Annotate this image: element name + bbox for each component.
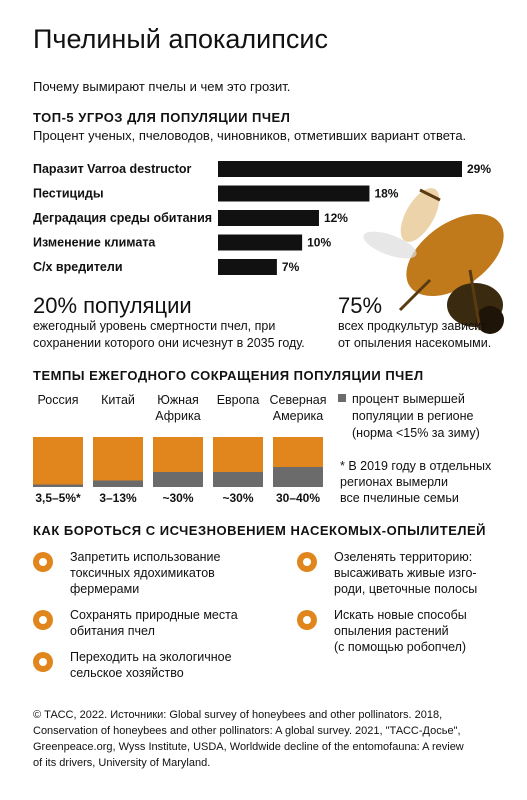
region-label: Северная — [269, 393, 326, 407]
legend-text: популяции в регионе — [352, 409, 474, 423]
square-base — [93, 437, 143, 487]
bar — [218, 234, 303, 251]
loss-segment — [213, 472, 263, 487]
section-subtitle: Процент ученых, пчеловодов, чиновников, … — [33, 128, 466, 143]
footer-text: Conservation of honeybees and other poll… — [33, 725, 461, 737]
action-text: Переходить на экологичное — [70, 650, 232, 664]
action-text: опыления растений — [334, 624, 449, 638]
footer-text: of its drivers, University of Maryland. — [33, 757, 210, 769]
stat-text: от опыления насекомыми. — [338, 336, 491, 350]
region-label: Америка — [273, 409, 324, 423]
note: все пчелиные семьи — [340, 491, 459, 505]
bar — [218, 185, 370, 202]
action-text: обитания пчел — [70, 624, 155, 638]
subtitle: Почему вымирают пчелы и чем это грозит. — [33, 79, 290, 94]
action-icon-inner — [39, 616, 47, 624]
bar-label: Пестициды — [33, 187, 104, 201]
value-label: 29% — [467, 162, 491, 176]
section-title: ТЕМПЫ ЕЖЕГОДНОГО СОКРАЩЕНИЯ ПОПУЛЯЦИИ ПЧ… — [33, 368, 424, 383]
action-icon-inner — [303, 616, 311, 624]
bar-label: Деградация среды обитания — [33, 211, 212, 225]
bar — [218, 161, 462, 177]
action-text: фермерами — [70, 582, 139, 596]
action-text: роди, цветочные полосы — [334, 582, 477, 596]
legend-text: (норма <15% за зиму) — [352, 426, 480, 440]
loss-segment — [93, 480, 143, 487]
stat-big: 20% популяции — [33, 293, 192, 318]
action-text: Искать новые способы — [334, 608, 467, 622]
action-icon-inner — [39, 558, 47, 566]
section-title: КАК БОРОТЬСЯ С ИСЧЕЗНОВЕНИЕМ НАСЕКОМЫХ-О… — [33, 523, 486, 538]
stat-big: 75% — [338, 293, 382, 318]
action-text: высаживать живые изго- — [334, 566, 477, 580]
footer-text: Greenpeace.org, Wyss Institute, USDA, Wo… — [33, 741, 464, 753]
stat-text: ежегодный уровень смертности пчел, при — [33, 319, 275, 333]
section-title: ТОП-5 УГРОЗ ДЛЯ ПОПУЛЯЦИИ ПЧЕЛ — [33, 110, 290, 125]
value-label: 10% — [307, 236, 331, 250]
value-label: 12% — [324, 211, 348, 225]
value-label: 30–40% — [276, 491, 320, 505]
action-icon-inner — [39, 658, 47, 666]
legend-text: процент вымершей — [352, 392, 465, 406]
value-label: ~30% — [222, 491, 253, 505]
bar — [218, 210, 319, 226]
region-label: Африка — [155, 409, 200, 423]
bar — [218, 259, 277, 275]
action-text: (с помощью робопчел) — [334, 640, 466, 654]
bar-label: С/х вредители — [33, 260, 123, 274]
action-text: Сохранять природные места — [70, 608, 238, 622]
value-label: ~30% — [162, 491, 193, 505]
footer-text: © ТАСС, 2022. Источники: Global survey o… — [33, 709, 442, 721]
title: Пчелиный апокалипсис — [33, 24, 328, 54]
action-text: Запретить использование — [70, 550, 221, 564]
loss-segment — [153, 472, 203, 487]
value-label: 3,5–5%* — [35, 491, 81, 505]
loss-segment — [33, 484, 83, 487]
bar-label: Паразит Varroa destructor — [33, 162, 192, 176]
stat-text: сохранении которого они исчезнут в 2035 … — [33, 336, 305, 350]
legend-swatch — [338, 394, 346, 402]
action-icon-inner — [303, 558, 311, 566]
region-label: Европа — [217, 393, 260, 407]
value-label: 7% — [282, 260, 300, 274]
action-text: Озеленять территорию: — [334, 550, 472, 564]
region-label: Россия — [38, 393, 79, 407]
bee-illustration — [363, 188, 504, 334]
value-label: 18% — [374, 187, 398, 201]
note: * В 2019 году в отдельных — [340, 459, 492, 473]
square-base — [33, 437, 83, 487]
value-label: 3–13% — [99, 491, 137, 505]
loss-segment — [273, 467, 323, 487]
bar-label: Изменение климата — [33, 236, 156, 250]
region-label: Южная — [157, 393, 199, 407]
action-text: сельское хозяйство — [70, 666, 184, 680]
region-label: Китай — [101, 393, 135, 407]
action-text: токсичных ядохимикатов — [70, 566, 215, 580]
content: ТОП-5 УГРОЗ ДЛЯ ПОПУЛЯЦИИ ПЧЕЛ Процент уч… — [33, 110, 492, 769]
note: регионах вымерли — [340, 475, 448, 489]
stat-text: всех продкультур зависит — [338, 319, 487, 333]
